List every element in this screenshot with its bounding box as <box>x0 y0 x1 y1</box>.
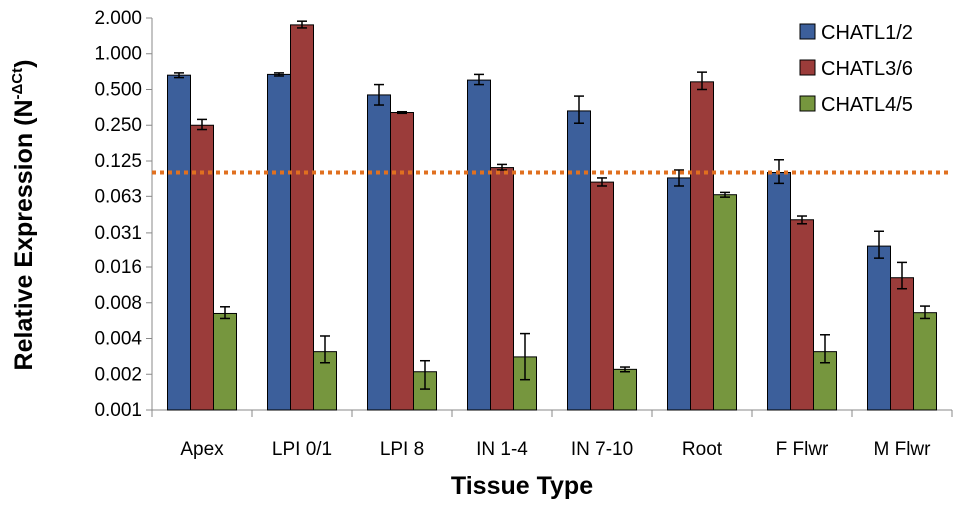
bar <box>667 177 691 411</box>
bar <box>567 110 591 411</box>
legend-label: CHATL4/5 <box>821 94 913 116</box>
x-tick-label: IN 7-10 <box>571 439 633 460</box>
x-tick-label: Root <box>682 439 723 460</box>
legend-swatch <box>799 59 816 76</box>
bar <box>213 312 237 411</box>
x-tick-label: LPI 0/1 <box>272 439 332 460</box>
y-tick-label: 0.031 <box>94 223 142 244</box>
y-axis-title-superscript: -ΔCt <box>9 68 26 100</box>
bar <box>167 74 191 411</box>
y-tick-label: 0.016 <box>94 257 142 278</box>
y-tick-label: 0.250 <box>94 115 142 136</box>
bar <box>913 312 937 411</box>
bar <box>390 112 414 411</box>
y-tick-label: 0.004 <box>94 329 142 350</box>
bar <box>890 277 914 411</box>
bars <box>167 20 937 411</box>
y-tick-label: 1.000 <box>94 44 142 65</box>
x-tick-label: F Flwr <box>776 439 829 460</box>
y-tick-label: 0.002 <box>94 364 142 385</box>
bar <box>190 124 214 411</box>
y-tick-label: 0.063 <box>94 186 142 207</box>
bar <box>267 73 291 411</box>
y-axis-title: Relative Expression (N-ΔCt) <box>9 60 38 371</box>
legend: CHATL1/2 CHATL3/6 CHATL4/5 <box>799 22 913 116</box>
bar <box>713 194 737 411</box>
y-axis: 0.001 0.002 0.004 0.008 0.016 0.031 0.063 0.125… <box>94 8 153 421</box>
bar <box>290 24 314 411</box>
y-tick-label: 0.001 <box>94 400 142 421</box>
x-tick-label: M Flwr <box>874 439 932 460</box>
legend-label: CHATL3/6 <box>821 58 913 80</box>
bar <box>613 368 637 411</box>
y-tick-label: 0.125 <box>94 151 142 172</box>
bar <box>867 245 891 411</box>
y-axis-title-main: Relative Expression (N <box>10 100 38 371</box>
bar <box>690 81 714 411</box>
y-tick-label: 0.008 <box>94 293 142 314</box>
x-axis-title: Tissue Type <box>451 472 593 500</box>
y-tick-label: 2.000 <box>94 8 142 29</box>
x-axis: Apex LPI 0/1 LPI 8 IN 1-4 IN 7-10 Root F Flwr M… <box>151 409 953 460</box>
bar <box>367 94 391 411</box>
y-tick-label: 0.500 <box>94 79 142 100</box>
bar <box>590 181 614 411</box>
bar <box>490 167 514 411</box>
bar <box>767 171 791 411</box>
legend-swatch <box>799 23 816 40</box>
bar <box>467 79 491 411</box>
x-tick-label: LPI 8 <box>380 439 424 460</box>
bar <box>790 219 814 411</box>
legend-label: CHATL1/2 <box>821 22 913 44</box>
x-tick-label: Apex <box>180 439 224 460</box>
y-axis-title-close: ) <box>10 60 38 68</box>
x-tick-label: IN 1-4 <box>476 439 528 460</box>
legend-swatch <box>799 95 816 112</box>
